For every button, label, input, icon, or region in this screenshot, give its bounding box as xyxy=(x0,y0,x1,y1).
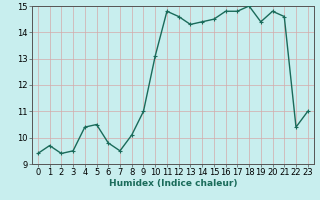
X-axis label: Humidex (Indice chaleur): Humidex (Indice chaleur) xyxy=(108,179,237,188)
